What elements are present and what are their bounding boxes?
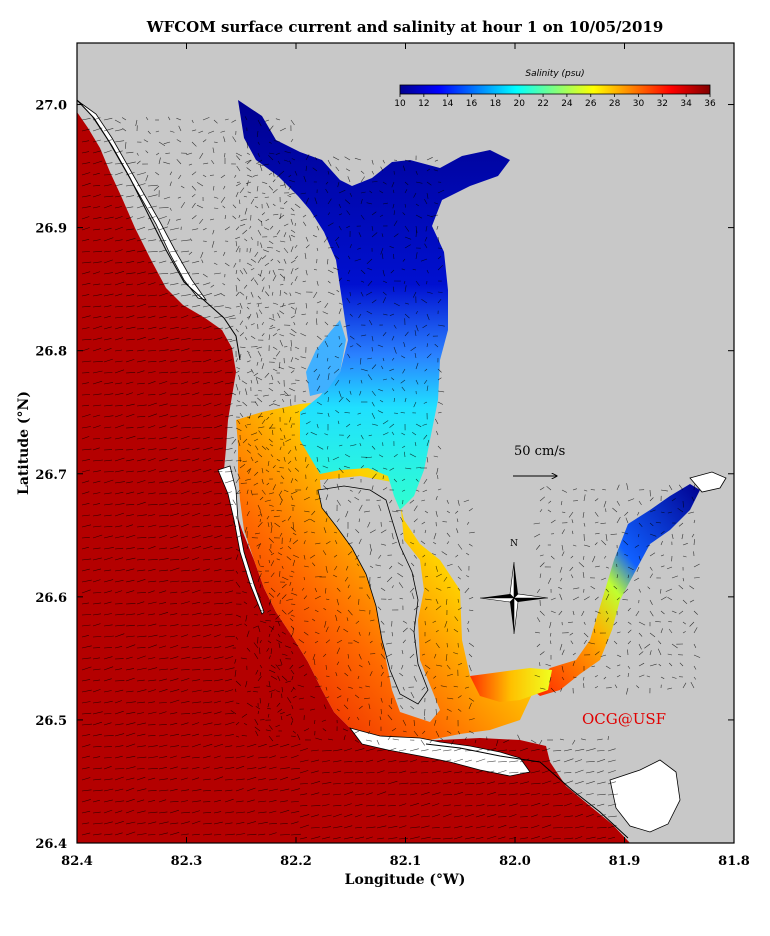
y-tick-label: 26.9 <box>35 222 67 237</box>
colorbar-tick-label: 26 <box>585 99 597 109</box>
colorbar-tick-label: 14 <box>442 99 454 109</box>
gulf-of-mexico-water <box>77 112 630 843</box>
barrier-island-middle <box>217 465 265 615</box>
north-arrow: N <box>479 539 549 635</box>
scale-vector: 50 cm/s <box>513 444 565 476</box>
colorbar-gradient <box>399 84 711 95</box>
x-tick-label: 81.9 <box>609 854 641 869</box>
colorbar-tick-label: 24 <box>561 99 573 109</box>
x-tick-label: 81.8 <box>718 854 750 869</box>
map-area: Salinity (psu) 10 12 14 16 18 20 22 24 26 28 30 32 3… <box>77 43 734 843</box>
y-tick-label: 27.0 <box>35 99 67 114</box>
caloosahatchee-upper-water <box>530 484 700 696</box>
colorbar-tick-label: 20 <box>514 99 526 109</box>
charlotte-harbor-water <box>238 100 510 510</box>
colorbar-tick-label: 36 <box>704 99 716 109</box>
current-vector-field <box>81 116 701 840</box>
credit-label: OCG@USF <box>582 710 666 728</box>
colorbar-tick-label: 18 <box>490 99 502 109</box>
coastline <box>77 99 629 839</box>
x-tick-label: 82.3 <box>171 854 203 869</box>
colorbar-tick-label: 32 <box>657 99 668 109</box>
y-axis-ticks: 27.0 26.9 26.8 26.7 26.6 26.5 26.4 <box>35 99 734 852</box>
x-tick-label: 82.1 <box>390 854 422 869</box>
y-axis-label: Latitude (°N) <box>16 391 32 495</box>
north-arrow-label: N <box>510 539 518 549</box>
y-tick-label: 26.5 <box>35 714 67 729</box>
colorbar-tick-label: 22 <box>537 99 548 109</box>
y-tick-label: 26.6 <box>35 591 67 606</box>
chart-title: WFCOM surface current and salinity at ho… <box>146 18 664 36</box>
x-axis-label: Longitude (°W) <box>345 872 466 888</box>
y-tick-label: 26.4 <box>35 837 67 852</box>
x-tick-label: 82.4 <box>61 854 93 869</box>
north-arrow-s-dark <box>510 598 514 634</box>
caloosahatchee-mouth-water <box>470 668 552 702</box>
peace-river-cyan-arm <box>306 320 346 396</box>
coastal-white-caloosa <box>689 471 727 493</box>
colorbar-tick-label: 12 <box>418 99 429 109</box>
north-arrow-e-light <box>513 593 549 599</box>
y-tick-label: 26.8 <box>35 345 67 360</box>
x-tick-label: 82.2 <box>280 854 312 869</box>
north-arrow-n-dark <box>514 562 518 598</box>
colorbar-tick-label: 30 <box>633 99 645 109</box>
colorbar-ticks: 10 12 14 16 18 20 22 24 26 28 30 32 34 36 <box>394 94 716 109</box>
scale-vector-label: 50 cm/s <box>514 444 565 459</box>
colorbar: Salinity (psu) 10 12 14 16 18 20 22 24 26 28 30 32 3… <box>394 69 716 109</box>
x-axis-ticks: 82.4 82.3 82.2 82.1 82.0 81.9 81.8 <box>61 43 750 869</box>
pine-island-land <box>317 485 429 705</box>
colorbar-tick-label: 34 <box>680 99 692 109</box>
colorbar-title: Salinity (psu) <box>525 69 584 79</box>
north-arrow-w-light <box>479 597 515 603</box>
colorbar-tick-label: 10 <box>394 99 406 109</box>
colorbar-tick-label: 16 <box>466 99 478 109</box>
north-arrow-e-dark <box>514 598 548 602</box>
coastal-white-east <box>609 759 681 833</box>
x-tick-label: 82.0 <box>499 854 531 869</box>
y-tick-label: 26.7 <box>35 468 67 483</box>
colorbar-tick-label: 28 <box>609 99 621 109</box>
north-arrow-w-dark <box>480 594 514 598</box>
barrier-island-south <box>348 727 531 777</box>
